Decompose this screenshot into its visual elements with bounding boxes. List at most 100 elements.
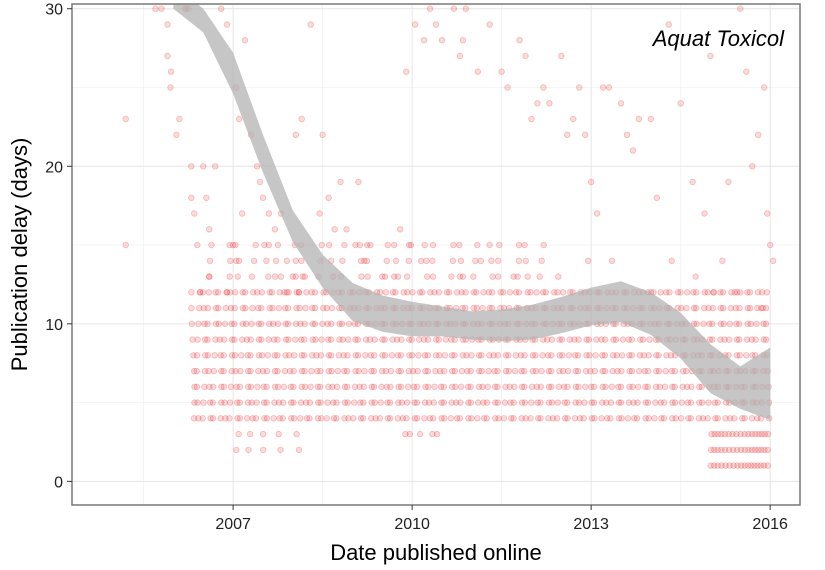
data-point [462, 5, 469, 12]
data-point [397, 226, 404, 233]
data-point [617, 399, 625, 406]
data-point [731, 289, 738, 296]
data-point [258, 336, 265, 343]
data-point [307, 383, 314, 390]
data-point [328, 320, 335, 327]
data-point [734, 462, 741, 469]
data-point [745, 446, 752, 454]
data-point [292, 273, 299, 280]
data-point [549, 415, 557, 422]
data-point [514, 273, 521, 280]
data-point [599, 367, 606, 375]
data-point [658, 415, 665, 422]
data-point [709, 320, 716, 327]
data-point [188, 163, 195, 170]
data-point [371, 336, 378, 343]
data-point [741, 430, 748, 438]
data-point [191, 399, 198, 406]
data-point [729, 430, 736, 438]
data-point [227, 383, 235, 390]
data-point [565, 367, 572, 375]
data-point [176, 115, 183, 123]
data-point [253, 163, 261, 170]
points-layer [122, 5, 777, 469]
data-point [754, 462, 761, 469]
data-point [404, 383, 412, 390]
data-point [631, 415, 638, 422]
data-point [424, 336, 432, 343]
data-point [479, 304, 486, 312]
data-point [459, 273, 467, 280]
data-point [201, 367, 209, 375]
data-point [474, 241, 481, 249]
data-point [583, 336, 590, 343]
data-point [368, 367, 375, 375]
data-point [195, 320, 202, 327]
data-point [357, 399, 364, 406]
data-point [669, 415, 676, 422]
data-point [607, 399, 615, 406]
data-point [242, 304, 249, 312]
data-point [298, 383, 305, 390]
data-point [286, 367, 294, 375]
data-point [399, 415, 406, 422]
data-point [674, 289, 682, 296]
data-point [700, 320, 707, 327]
data-point [763, 304, 770, 312]
data-point [764, 446, 771, 454]
data-point [489, 273, 496, 280]
data-point [200, 163, 207, 170]
data-point [274, 336, 281, 343]
data-point [357, 415, 365, 422]
data-point [395, 399, 402, 406]
data-point [730, 462, 737, 469]
data-point [441, 367, 448, 375]
data-point [210, 367, 218, 375]
data-point [705, 399, 712, 406]
data-point [548, 399, 556, 406]
data-point [256, 178, 264, 186]
data-point [188, 320, 195, 327]
data-point [205, 273, 213, 280]
data-point [280, 399, 287, 406]
data-point [533, 289, 540, 296]
data-point [426, 415, 434, 422]
data-point [591, 415, 598, 422]
grid [72, 4, 800, 505]
data-point [701, 289, 708, 296]
data-point [720, 320, 727, 327]
data-point [306, 415, 313, 422]
data-point [228, 336, 236, 343]
data-point [355, 178, 362, 186]
data-point [197, 289, 204, 296]
data-point [406, 352, 413, 359]
data-point [559, 289, 567, 296]
data-point [468, 352, 475, 359]
data-point [599, 352, 606, 359]
data-point [660, 415, 668, 422]
data-point [253, 399, 260, 406]
data-point [518, 399, 526, 406]
data-point [435, 289, 443, 296]
data-point [217, 415, 224, 422]
data-point [508, 415, 515, 422]
data-point [436, 352, 443, 359]
data-point [266, 289, 273, 296]
data-point [405, 257, 412, 264]
data-point [564, 383, 571, 390]
data-point [689, 178, 696, 186]
data-point [231, 352, 239, 359]
data-point [737, 5, 744, 12]
data-point [344, 352, 351, 359]
data-point [642, 383, 649, 390]
data-point [728, 289, 735, 296]
data-point [498, 68, 505, 75]
data-point [298, 115, 305, 123]
data-point [234, 273, 241, 280]
data-point [328, 367, 335, 375]
data-point [286, 352, 293, 359]
data-point [223, 289, 231, 296]
data-point [583, 352, 590, 359]
data-point [296, 304, 303, 312]
data-point [717, 304, 724, 312]
